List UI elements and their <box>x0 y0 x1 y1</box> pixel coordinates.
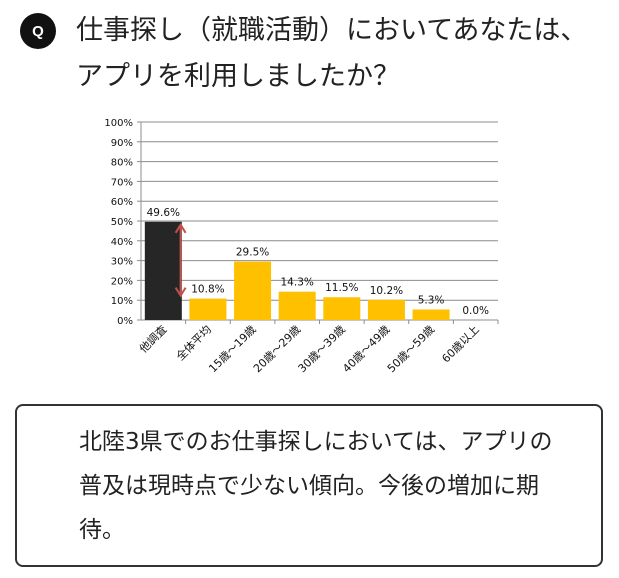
x-tick-label: 30歳～39歳 <box>296 323 348 375</box>
y-tick-label: 60% <box>111 197 133 208</box>
x-tick-label: 50歳～59歳 <box>385 323 437 375</box>
data-label: 29.5% <box>236 247 269 259</box>
x-tick-label: 40歳～49歳 <box>340 323 392 375</box>
x-tick-label: 20歳～29歳 <box>251 323 303 375</box>
data-label: 5.3% <box>418 295 445 307</box>
data-label: 14.3% <box>281 277 314 289</box>
y-tick-label: 30% <box>111 257 133 268</box>
y-tick-label: 0% <box>117 316 133 327</box>
y-tick-label: 70% <box>111 177 133 188</box>
x-tick-label: 60歳以上 <box>439 323 481 365</box>
x-tick-label: 他調査 <box>136 322 169 355</box>
bar <box>144 221 182 320</box>
y-tick-label: 50% <box>111 217 133 228</box>
y-tick-label: 100% <box>104 118 133 129</box>
bar <box>278 291 316 320</box>
comment-box: 北陸3県でのお仕事探しにおいては、アプリの普及は現時点で少ない傾向。今後の増加に… <box>15 404 603 567</box>
data-label: 11.5% <box>325 282 358 294</box>
bar-chart: 0% 10% 20% 30% 40% 50% 60% 70% 80% 90% 100% 49.6% 他調… <box>104 118 499 375</box>
data-label: 10.2% <box>370 285 403 297</box>
comparison-arrow-head-top <box>174 222 187 234</box>
bar <box>367 299 405 320</box>
y-tick-label: 90% <box>111 138 133 149</box>
x-tick-label: 全体平均 <box>173 322 214 363</box>
comment-text: 北陸3県でのお仕事探しにおいては、アプリの普及は現時点で少ない傾向。今後の増加に… <box>79 429 553 543</box>
question-text: 仕事探し（就職活動）においてあなたは、アプリを利用しましたか？ <box>76 15 588 92</box>
data-label: 10.8% <box>191 284 224 296</box>
bar <box>323 297 361 320</box>
bar <box>189 298 227 320</box>
y-tick-label: 40% <box>111 237 133 248</box>
question-badge: Q <box>20 13 56 49</box>
data-label: 49.6% <box>147 207 180 219</box>
y-tick-label: 20% <box>111 276 133 287</box>
x-tick-label: 15歳～19歳 <box>206 323 258 375</box>
y-tick-label: 80% <box>111 158 133 169</box>
data-label: 0.0% <box>462 305 489 317</box>
bar <box>234 261 272 320</box>
y-tick-label: 10% <box>111 296 133 307</box>
comparison-arrow-head-bottom <box>174 287 187 298</box>
bar <box>412 309 450 320</box>
